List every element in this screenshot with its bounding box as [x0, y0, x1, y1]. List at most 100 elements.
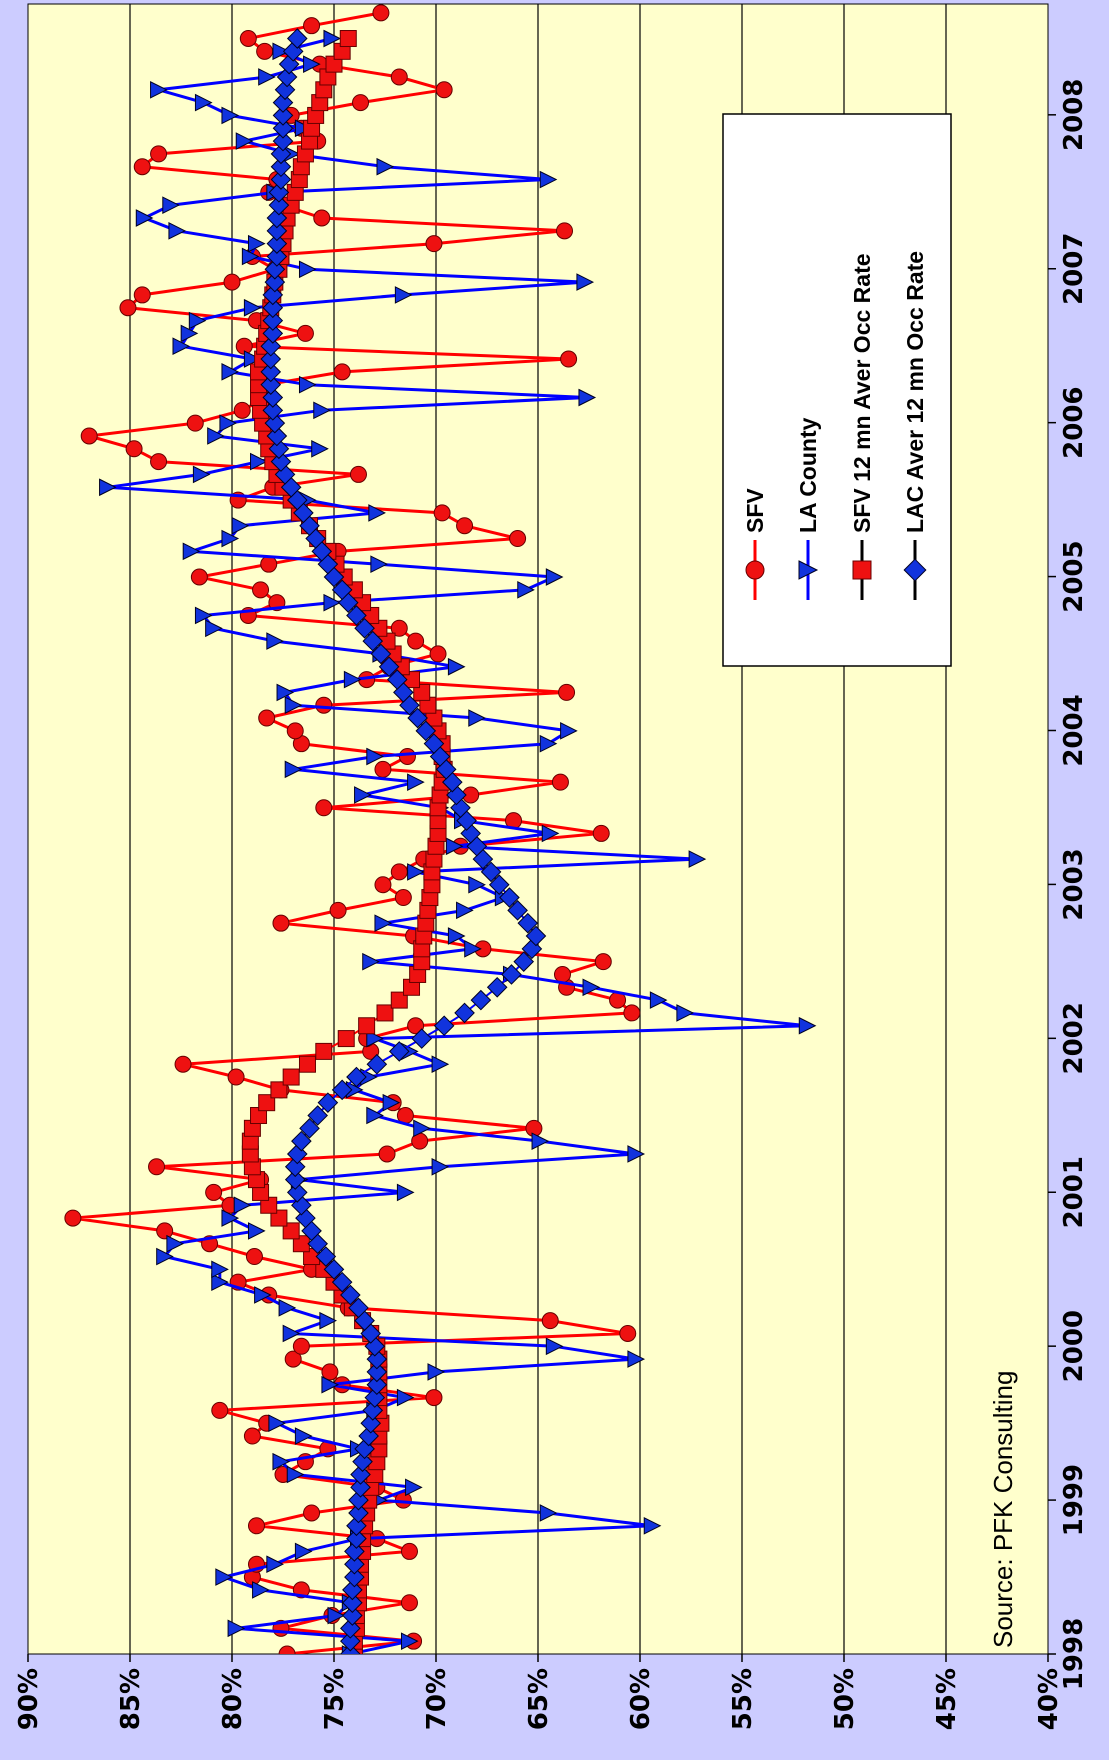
data-point — [221, 529, 240, 548]
data-point — [180, 324, 199, 343]
data-point — [350, 1477, 371, 1498]
data-point — [798, 1016, 817, 1035]
data-point — [282, 1222, 300, 1240]
data-point — [211, 1260, 229, 1279]
data-point — [298, 1055, 316, 1073]
legend-label: SFV — [742, 488, 768, 533]
data-point — [252, 1581, 270, 1599]
data-point — [148, 1158, 166, 1176]
data-point — [425, 235, 443, 253]
data-point — [370, 643, 392, 665]
data-point — [319, 1311, 337, 1330]
value-tick-label: 65% — [524, 1668, 554, 1730]
data-point — [342, 1605, 363, 1626]
axes: 40% 45% 50% 55% 60% 65% 70% 75% 80% 85% 90% 1998 199… — [14, 79, 1089, 1731]
data-point — [558, 683, 576, 701]
data-point — [348, 1297, 369, 1319]
data-point — [311, 439, 329, 458]
data-point — [233, 401, 251, 419]
data-point — [333, 363, 351, 381]
data-point — [270, 451, 292, 472]
data-point — [370, 555, 388, 573]
data-point — [394, 889, 412, 907]
data-point — [331, 579, 353, 601]
data-point — [99, 478, 117, 497]
data-point — [268, 194, 290, 216]
data-point — [352, 1451, 373, 1472]
data-point — [376, 157, 395, 176]
data-point — [221, 1209, 240, 1227]
data-point — [415, 720, 437, 742]
data-point — [286, 722, 304, 740]
data-point — [582, 978, 601, 997]
data-point — [292, 1337, 310, 1355]
data-point — [80, 427, 98, 445]
data-point — [372, 4, 390, 22]
data-point — [313, 209, 331, 227]
data-point — [366, 1374, 388, 1396]
time-tick-label: 2008 — [1059, 79, 1089, 151]
data-point — [327, 1606, 346, 1625]
data-point — [235, 132, 254, 150]
data-point — [264, 271, 286, 293]
value-tick-label: 85% — [116, 1668, 146, 1730]
data-point — [366, 1361, 388, 1383]
data-point — [321, 1375, 340, 1394]
legend-swatch-marker — [798, 560, 819, 580]
data-point — [388, 1041, 410, 1062]
source-label: Source: PFK Consulting — [988, 1371, 1018, 1648]
data-point — [394, 286, 413, 304]
data-point — [362, 952, 380, 971]
data-point — [346, 1528, 367, 1549]
data-point — [258, 68, 276, 86]
data-point — [266, 1555, 284, 1574]
data-point — [329, 901, 347, 919]
data-point — [398, 748, 416, 766]
data-point — [284, 760, 303, 779]
data-point — [407, 707, 428, 729]
data-point — [431, 1157, 450, 1176]
data-point — [362, 630, 384, 652]
data-point — [411, 1028, 433, 1049]
data-point — [272, 914, 290, 932]
legend-swatch-marker — [903, 558, 927, 582]
data-point — [266, 233, 288, 254]
data-point — [344, 1541, 365, 1562]
data-point — [315, 1042, 333, 1060]
data-point — [260, 555, 278, 573]
data-point — [386, 669, 408, 690]
data-point — [278, 1645, 296, 1654]
data-point — [227, 1068, 245, 1086]
data-point — [258, 1094, 276, 1112]
data-point — [551, 773, 569, 791]
data-point — [507, 900, 528, 921]
data-point — [268, 182, 290, 203]
data-point — [172, 337, 191, 356]
data-point — [592, 824, 610, 842]
data-point — [284, 1169, 306, 1190]
data-point — [382, 1093, 401, 1112]
data-point — [254, 1286, 272, 1304]
data-point — [354, 786, 372, 804]
data-point — [390, 991, 408, 1009]
data-point — [425, 1389, 443, 1407]
data-point — [282, 1324, 301, 1343]
data-point — [407, 863, 425, 881]
data-point — [250, 452, 268, 471]
data-point — [378, 656, 400, 678]
data-point — [368, 504, 386, 522]
data-point — [454, 1002, 475, 1024]
data-point — [348, 1489, 369, 1511]
data-point — [162, 196, 180, 214]
time-tick-label: 2003 — [1059, 848, 1089, 920]
value-tick-label: 60% — [626, 1668, 656, 1730]
data-point — [125, 440, 143, 458]
data-point — [460, 823, 481, 844]
time-tick-label: 2002 — [1059, 1002, 1089, 1074]
data-point — [358, 1425, 379, 1447]
legend-swatch-marker — [852, 560, 872, 580]
data-point — [541, 1312, 559, 1330]
data-point — [346, 1515, 367, 1537]
data-point — [539, 734, 558, 753]
